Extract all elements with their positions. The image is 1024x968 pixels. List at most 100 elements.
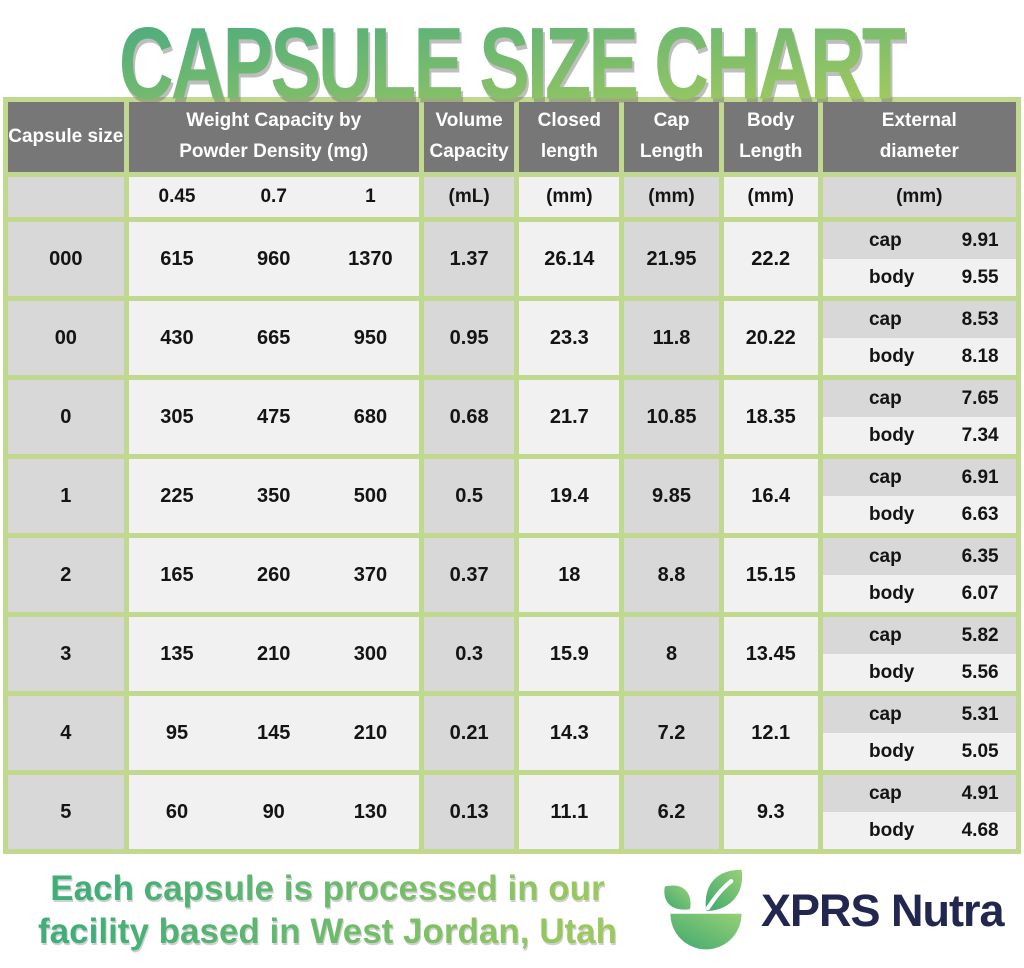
weight-capacity-cell: 135 210 300 [128, 617, 419, 691]
body-length-cell: 20.22 [723, 301, 818, 375]
external-body-value: 7.34 [961, 424, 999, 446]
header-body-line2: Length [739, 141, 803, 162]
brand-logo: XPRS Nutra [659, 867, 1005, 955]
table-row: 4 95 145 210 0.21 14.3 7.2 12.1 cap 5.31… [8, 696, 1016, 770]
header-external-line1: External [881, 110, 957, 132]
volume-capacity-cell: 0.5 [423, 459, 515, 533]
capsule-size-cell: 00 [8, 301, 124, 375]
external-body-value: 6.07 [961, 582, 999, 604]
capsule-size-cell: 5 [8, 775, 124, 849]
external-diameter-cell: cap 7.65 body 7.34 [822, 380, 1016, 454]
density-value-3: 1 [365, 186, 376, 207]
external-cap-label: cap [868, 703, 902, 725]
units-cap-cell: (mm) [624, 177, 719, 217]
header-closed-length: Closed length [519, 102, 620, 172]
weight-density-07: 210 [257, 642, 291, 665]
header-weight-capacity: Weight Capacity by Powder Density (mg) [128, 102, 419, 172]
page-title: CAPSULE SIZE CHART [118, 7, 908, 122]
external-body-value: 4.68 [961, 819, 999, 841]
external-cap-row: cap 7.65 [822, 380, 1016, 417]
units-density-cell: 0.45 0.7 1 [128, 177, 419, 217]
external-cap-value: 5.31 [961, 703, 999, 725]
weight-capacity-cell: 430 665 950 [128, 301, 419, 375]
weight-density-045: 95 [165, 721, 189, 744]
volume-capacity-cell: 0.37 [423, 538, 515, 612]
external-body-row: body 6.63 [822, 496, 1016, 533]
closed-length-cell: 14.3 [519, 696, 620, 770]
weight-capacity-cell: 95 145 210 [128, 696, 419, 770]
capsule-size-cell: 000 [8, 222, 124, 296]
external-cap-row: cap 5.31 [822, 696, 1016, 733]
header-volume-capacity: Volume Capacity [423, 102, 515, 172]
external-cap-value: 9.91 [961, 229, 999, 251]
units-volume-cell: (mL) [423, 177, 515, 217]
external-cap-row: cap 5.82 [822, 617, 1016, 654]
header-cap-line1: Cap [654, 106, 690, 137]
closed-length-cell: 21.7 [519, 380, 620, 454]
table-header-row: Capsule size Weight Capacity by Powder D… [8, 102, 1016, 172]
weight-density-1: 1370 [348, 247, 393, 270]
weight-density-045: 430 [160, 326, 194, 349]
weight-density-045: 135 [160, 642, 194, 665]
external-body-label: body [868, 424, 915, 446]
body-length-cell: 18.35 [723, 380, 818, 454]
cap-length-cell: 6.2 [624, 775, 719, 849]
external-cap-row: cap 4.91 [822, 775, 1016, 812]
volume-capacity-cell: 0.13 [423, 775, 515, 849]
weight-density-07: 260 [257, 563, 291, 586]
external-diameter-cell: cap 5.31 body 5.05 [822, 696, 1016, 770]
external-cap-label: cap [868, 782, 902, 804]
header-weight-line2: Powder Density (mg) [179, 141, 369, 162]
cap-length-cell: 8 [624, 617, 719, 691]
cap-length-cell: 11.8 [624, 301, 719, 375]
external-cap-label: cap [868, 545, 902, 567]
external-body-label: body [868, 819, 915, 841]
table-row: 1 225 350 500 0.5 19.4 9.85 16.4 cap 6.9… [8, 459, 1016, 533]
weight-density-07: 475 [257, 405, 291, 428]
capsule-size-table: Capsule size Weight Capacity by Powder D… [3, 97, 1021, 854]
footer-tagline-line1: Each capsule is processed in our [50, 869, 605, 909]
external-cap-label: cap [868, 387, 902, 409]
closed-length-cell: 18 [519, 538, 620, 612]
external-diameter-cell: cap 6.91 body 6.63 [822, 459, 1016, 533]
external-cap-label: cap [868, 308, 902, 330]
external-cap-value: 5.82 [961, 624, 999, 646]
capsule-size-cell: 2 [8, 538, 124, 612]
external-body-value: 9.55 [961, 266, 999, 288]
body-length-cell: 9.3 [723, 775, 818, 849]
table-row: 000 615 960 1370 1.37 26.14 21.95 22.2 c… [8, 222, 1016, 296]
units-external-cell: (mm) [822, 177, 1016, 217]
units-closed-cell: (mm) [519, 177, 620, 217]
external-body-value: 5.56 [961, 661, 999, 683]
header-body-length: Body Length [723, 102, 818, 172]
volume-capacity-cell: 0.68 [423, 380, 515, 454]
external-body-label: body [868, 740, 915, 762]
weight-density-1: 500 [353, 484, 388, 507]
external-body-row: body 5.05 [822, 733, 1016, 770]
table-row: 3 135 210 300 0.3 15.9 8 13.45 cap 5.82 … [8, 617, 1016, 691]
external-cap-row: cap 8.53 [822, 301, 1016, 338]
table-row: 0 305 475 680 0.68 21.7 10.85 18.35 cap … [8, 380, 1016, 454]
external-body-value: 5.05 [961, 740, 999, 762]
external-cap-label: cap [868, 624, 902, 646]
units-row: 0.45 0.7 1 (mL) (mm) (mm) (mm) (mm) [8, 177, 1016, 217]
weight-density-045: 60 [165, 800, 189, 823]
weight-density-045: 305 [160, 405, 194, 428]
capsule-size-cell: 3 [8, 617, 124, 691]
volume-capacity-cell: 1.37 [423, 222, 515, 296]
external-cap-value: 4.91 [961, 782, 999, 804]
external-cap-value: 8.53 [961, 308, 999, 330]
external-body-row: body 5.56 [822, 654, 1016, 691]
header-capsule-size: Capsule size [8, 102, 124, 172]
cap-length-cell: 8.8 [624, 538, 719, 612]
closed-length-cell: 19.4 [519, 459, 620, 533]
external-cap-value: 7.65 [961, 387, 999, 409]
brand-wordmark: XPRS Nutra [761, 885, 1005, 936]
cap-length-cell: 7.2 [624, 696, 719, 770]
capsule-size-cell: 0 [8, 380, 124, 454]
weight-density-07: 960 [257, 247, 291, 270]
weight-density-1: 680 [353, 405, 388, 428]
header-external-line2: diameter [879, 141, 959, 162]
table-row: 2 165 260 370 0.37 18 8.8 15.15 cap 6.35… [8, 538, 1016, 612]
weight-density-07: 350 [257, 484, 291, 507]
